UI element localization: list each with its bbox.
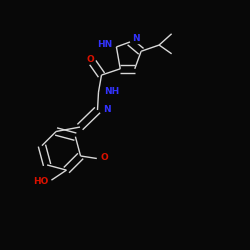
Text: NH: NH bbox=[104, 86, 119, 96]
Text: HO: HO bbox=[33, 177, 48, 186]
Text: HN: HN bbox=[97, 40, 112, 50]
Text: N: N bbox=[132, 34, 140, 43]
Text: O: O bbox=[87, 54, 94, 64]
Text: O: O bbox=[100, 154, 108, 162]
Text: N: N bbox=[103, 104, 111, 114]
